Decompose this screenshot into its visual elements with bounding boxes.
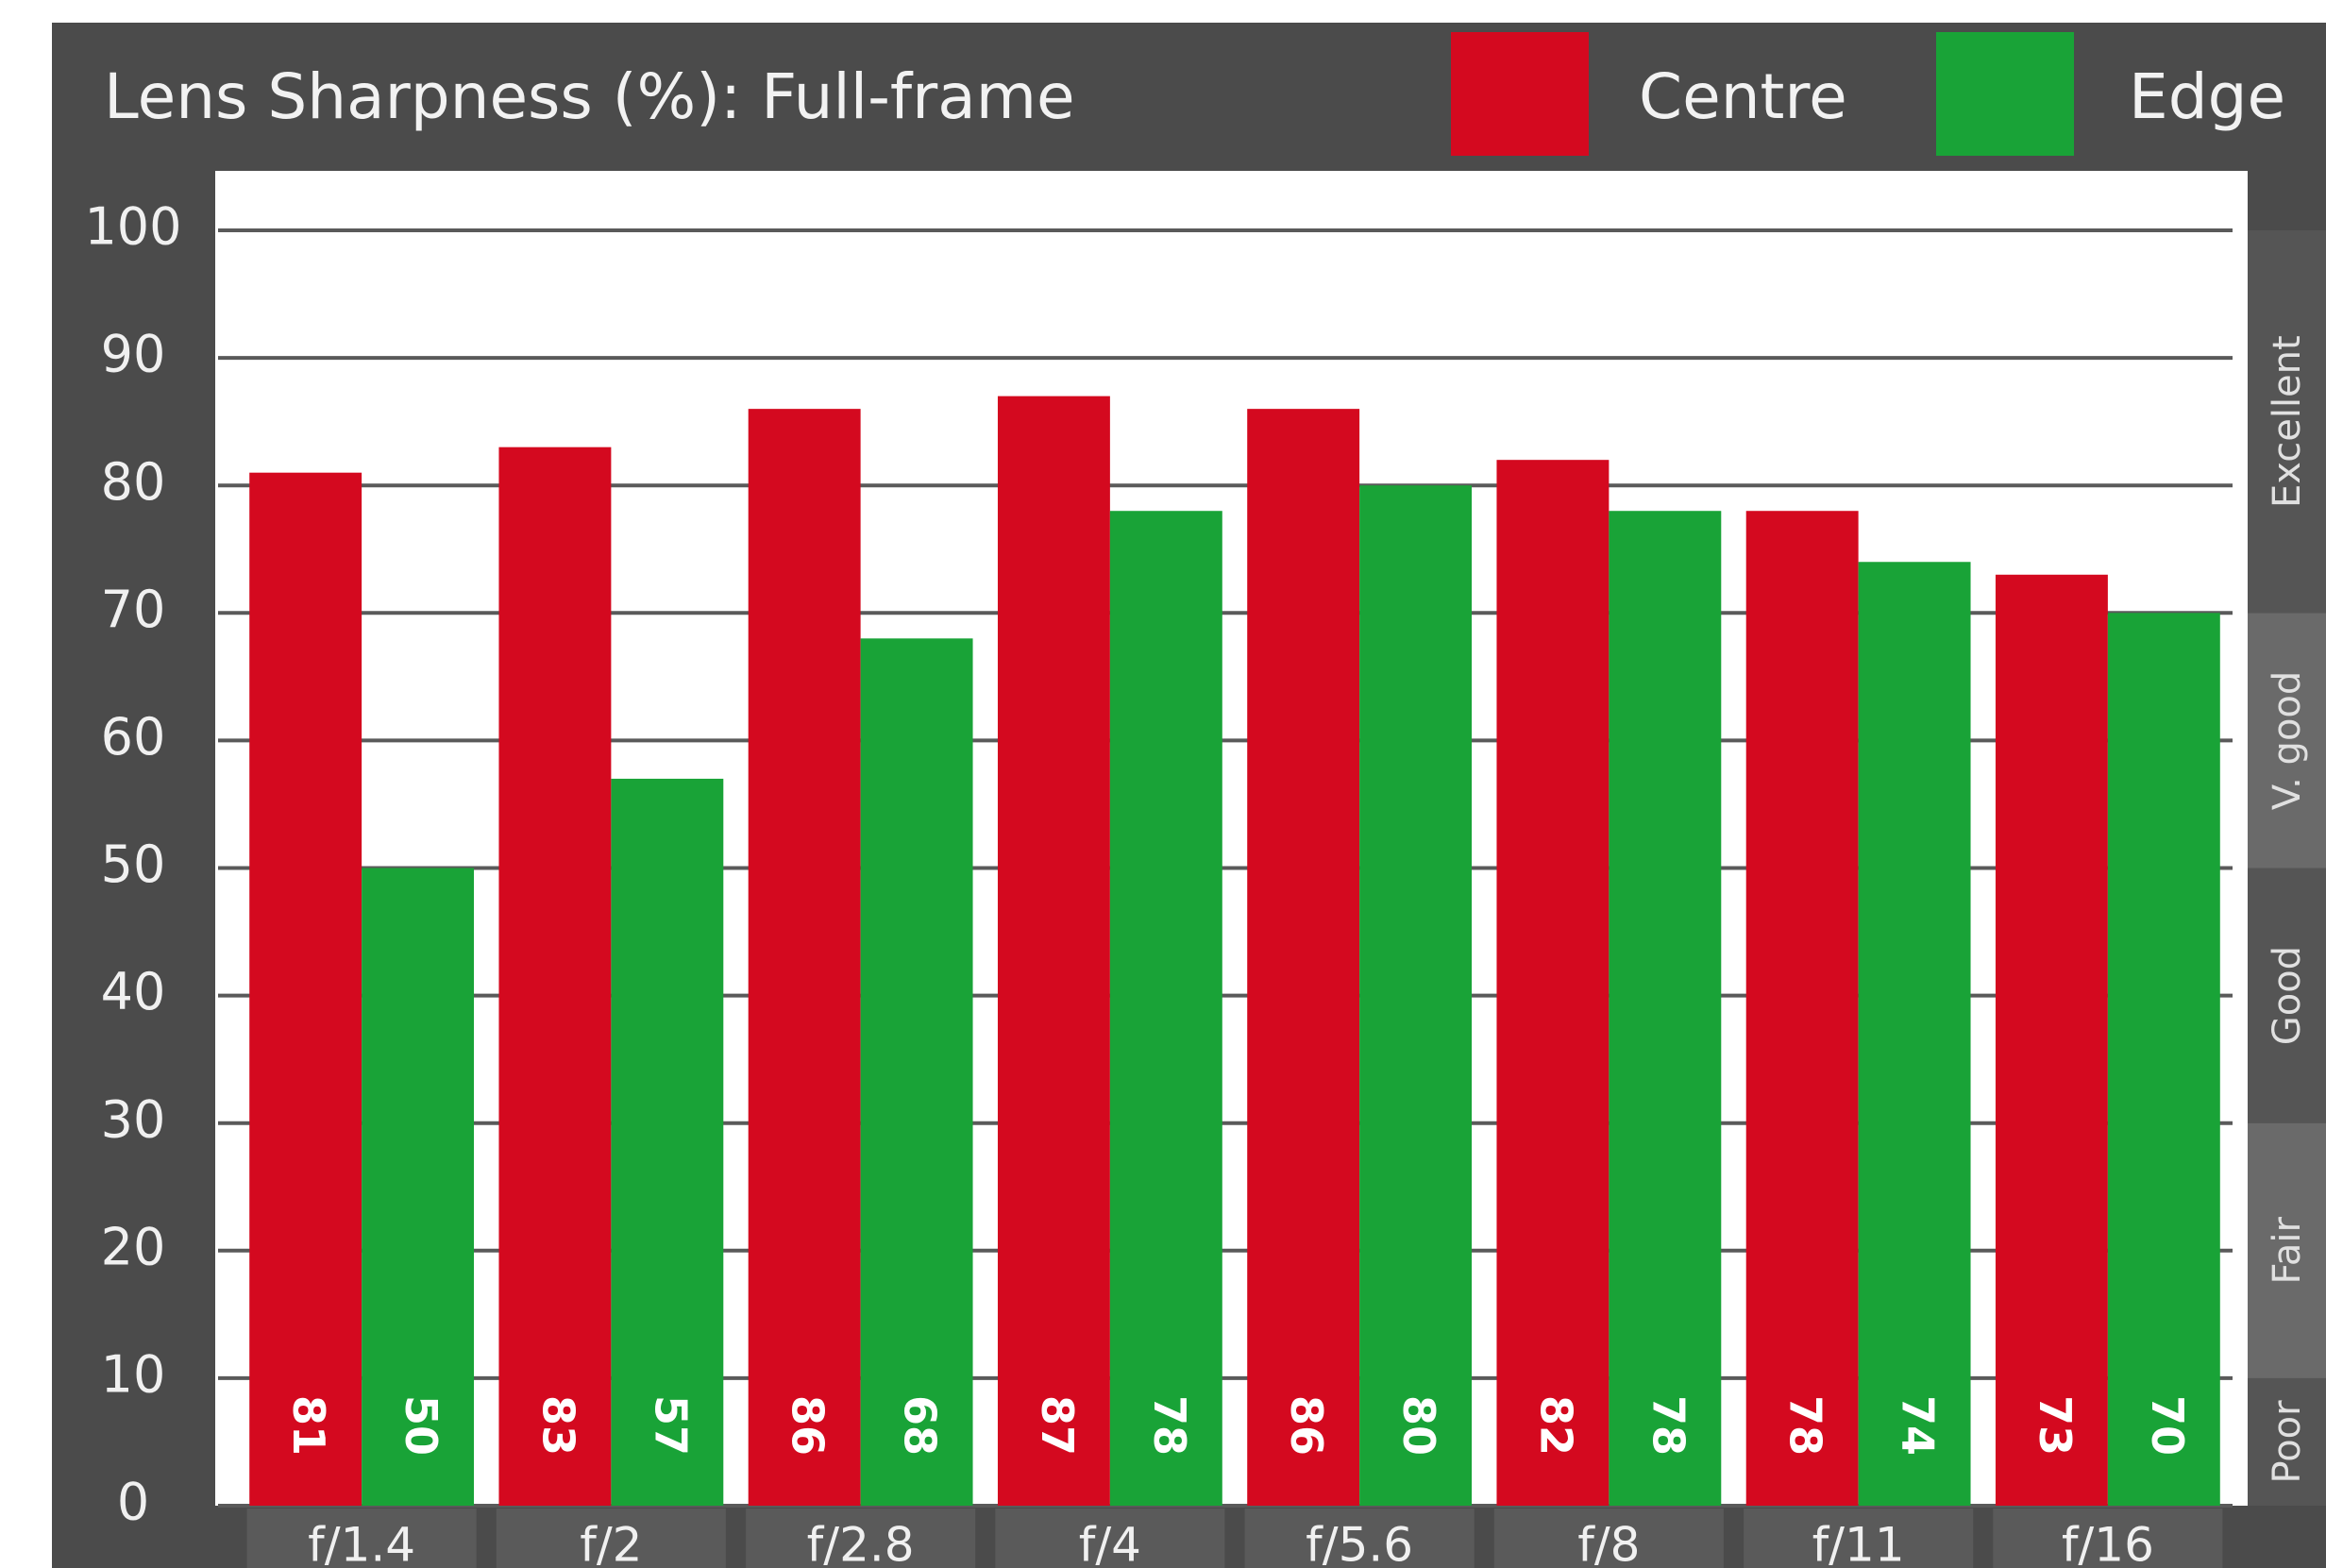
bar [1995,574,2108,1506]
bar [860,638,973,1506]
value-label: 80 [1393,1395,1444,1456]
category-tab [746,1509,976,1568]
y-tick-label: 100 [84,197,181,257]
rating-label: Excellent [2266,335,2309,508]
y-tick-label: 0 [117,1473,149,1532]
bar [1496,460,1610,1507]
y-tick-label: 40 [101,962,166,1021]
value-label: 81 [283,1395,334,1456]
rating-label: Fair [2266,1217,2309,1285]
y-tick-label: 70 [101,580,166,639]
rating-band [2248,1377,2326,1506]
rating-label: V. good [2266,671,2309,810]
value-label: 57 [645,1395,696,1456]
value-label: 78 [1643,1395,1694,1456]
bar [249,472,362,1507]
rating-band [2248,868,2326,1123]
x-tick-label: f/11 [1812,1518,1905,1568]
x-tick-label: f/2 [580,1518,642,1568]
value-label: 82 [1530,1395,1581,1456]
y-tick-label: 50 [101,835,166,894]
y-tick-label: 30 [101,1089,166,1149]
value-label: 86 [1281,1395,1332,1456]
x-tick-label: f/4 [1079,1518,1141,1568]
x-tick-label: f/8 [1577,1518,1640,1568]
bar [1609,511,1722,1506]
x-tick-label: f/1.4 [308,1518,415,1568]
chart-title: Lens Sharpness (%): Full-frame [104,60,1075,133]
bar [362,868,475,1506]
bar [1247,409,1360,1506]
category-tab [1744,1509,1974,1568]
value-label: 87 [1032,1395,1083,1456]
value-label: 78 [1780,1395,1831,1456]
bar [997,396,1110,1506]
y-tick-label: 10 [101,1345,166,1405]
rating-label: Good [2266,946,2309,1045]
value-label: 78 [1144,1395,1195,1456]
bar [1858,562,1971,1506]
bar [2107,613,2220,1506]
rating-band [2248,230,2326,614]
bar [748,409,861,1506]
bar [1745,511,1859,1506]
value-label: 86 [783,1395,834,1456]
rating-band [2248,613,2326,868]
y-tick-label: 90 [101,325,166,384]
y-tick-label: 80 [101,452,166,512]
value-label: 70 [2142,1395,2193,1456]
category-tab [246,1509,477,1568]
legend-swatch [1936,32,2074,156]
value-label: 73 [2030,1395,2081,1456]
category-tab [995,1509,1225,1568]
value-label: 74 [1893,1395,1944,1456]
bar [498,447,612,1506]
category-tab [1493,1509,1724,1568]
legend-swatch [1451,32,1589,156]
bar [1359,485,1473,1507]
rating-label: Poor [2266,1400,2309,1484]
rating-band [2248,1122,2326,1378]
legend-label: Edge [2129,60,2285,133]
category-tab [496,1509,726,1568]
value-label: 50 [396,1395,447,1456]
category-tab [1993,1509,2223,1568]
y-tick-label: 20 [101,1217,166,1276]
x-tick-label: f/2.8 [807,1518,915,1568]
value-label: 68 [895,1395,946,1456]
category-tab [1244,1509,1475,1568]
x-tick-label: f/16 [2062,1518,2154,1568]
x-tick-label: f/5.6 [1306,1518,1413,1568]
legend-label: Centre [1639,60,1847,133]
y-tick-label: 60 [101,707,166,767]
value-label: 83 [532,1395,583,1456]
bar [1109,511,1222,1506]
bar [611,778,724,1506]
